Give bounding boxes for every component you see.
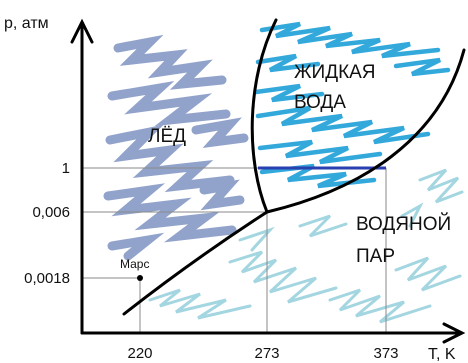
melting-curve bbox=[250, 18, 278, 214]
x-axis-arrow bbox=[442, 322, 466, 344]
phase-boundaries bbox=[122, 18, 466, 316]
vapor-label-line2: ПАР bbox=[356, 246, 395, 267]
ice-region-fill bbox=[103, 34, 249, 261]
liquid-region-fill bbox=[253, 21, 451, 189]
liquid-label-line1: ЖИДКАЯ bbox=[294, 62, 376, 83]
axes bbox=[70, 18, 466, 344]
y-axis-label: p, атм bbox=[4, 15, 49, 32]
vapor-label-line1: ВОДЯНОЙ bbox=[356, 213, 451, 235]
mars-label: Марс bbox=[120, 257, 149, 271]
ice-label: ЛЁД bbox=[148, 126, 186, 147]
y-tick-1: 1 bbox=[62, 160, 70, 177]
sublimation-curve bbox=[122, 210, 269, 316]
y-axis-arrow bbox=[70, 18, 94, 44]
mars-point bbox=[137, 275, 143, 281]
y-tick-00018: 0,0018 bbox=[24, 270, 70, 287]
x-tick-273: 273 bbox=[254, 345, 279, 362]
vapor-region-fill bbox=[148, 168, 464, 324]
x-tick-373: 373 bbox=[373, 345, 398, 362]
x-axis-label: T, K bbox=[428, 346, 456, 363]
liquid-label-line2: ВОДА bbox=[294, 92, 346, 113]
y-tick-0006: 0,006 bbox=[32, 204, 70, 221]
x-tick-220: 220 bbox=[127, 345, 152, 362]
vaporization-curve bbox=[265, 48, 466, 214]
